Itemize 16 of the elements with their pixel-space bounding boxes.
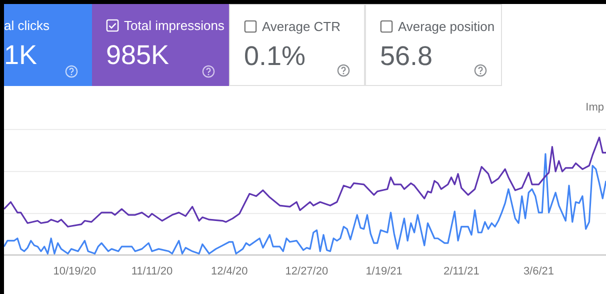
x-tick-label: 1/19/21 bbox=[366, 265, 402, 278]
x-tick-label: 3/6/21 bbox=[523, 265, 554, 278]
text: Average CTR bbox=[262, 19, 341, 34]
text: 56.8 bbox=[380, 41, 433, 72]
text: 1K bbox=[4, 40, 38, 71]
text: 985K bbox=[106, 40, 170, 71]
x-tick-label: 11/11/20 bbox=[131, 265, 173, 278]
text: Total impressions bbox=[124, 18, 224, 33]
text: al clicks bbox=[4, 18, 50, 33]
text: Average position bbox=[398, 19, 495, 34]
x-tick-label: 12/4/20 bbox=[210, 265, 248, 278]
x-tick-label: 12/27/20 bbox=[285, 265, 328, 278]
x-tick-label: 2/11/21 bbox=[443, 265, 480, 278]
text: 0.1% bbox=[244, 41, 306, 72]
x-tick-label: 10/19/20 bbox=[53, 265, 96, 278]
text: Imp bbox=[586, 102, 604, 114]
